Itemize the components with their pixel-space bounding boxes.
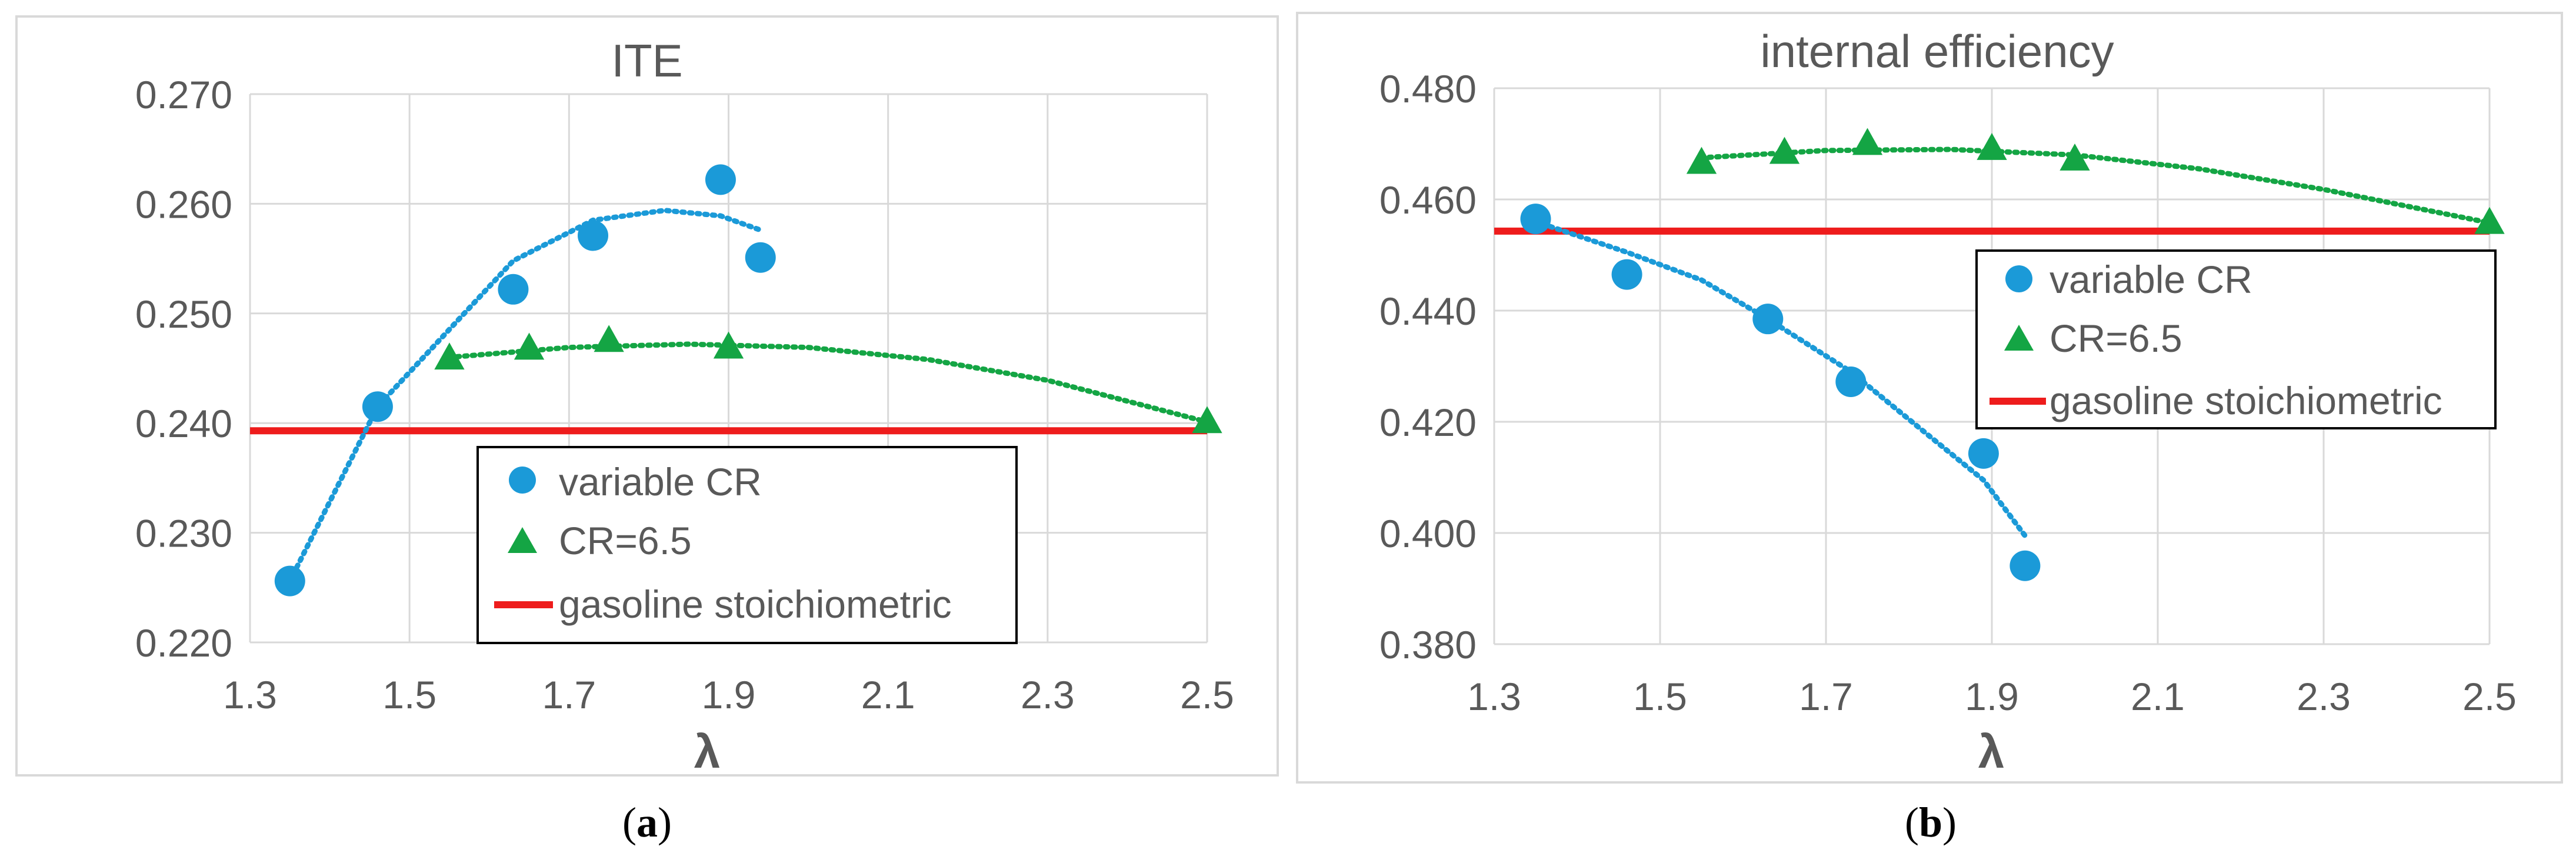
x-tick-label: 2.5 [2462, 675, 2517, 718]
x-axis-label-a: λ [694, 725, 721, 778]
legend-marker-cr65-a [508, 527, 537, 553]
legend-marker-variable-cr-b [2005, 265, 2032, 292]
data-point-variable-cr [1611, 259, 1642, 290]
caption-b: (b) [1905, 799, 1957, 846]
panel-b: internal efficiency 0.380 0.400 0.420 0.440… [1296, 12, 2563, 846]
legend-b: variable CR CR=6.5 gasoline stoichiometr… [1975, 249, 2497, 429]
legend-label-cr65-a: CR=6.5 [559, 519, 692, 562]
legend-marker-variable-cr-a [509, 467, 536, 494]
y-tick-labels-a: 0.220 0.230 0.240 0.250 0.260 0.270 [135, 73, 232, 665]
chart-border-a [15, 15, 1279, 777]
data-point-cr65 [1977, 133, 2007, 160]
legend-label-variable-cr-a: variable CR [559, 460, 762, 504]
caption-letter-a: a [636, 799, 658, 846]
data-point-variable-cr [578, 220, 609, 251]
y-tick-label: 0.230 [135, 512, 232, 555]
caption-a: (a) [622, 799, 672, 846]
legend-box-a [476, 446, 1018, 644]
x-tick-label: 1.9 [1965, 675, 2019, 718]
data-point-variable-cr [1520, 204, 1551, 235]
trendline-variable-cr [1533, 219, 2028, 539]
data-point-cr65 [434, 342, 465, 370]
y-tick-label: 0.400 [1379, 512, 1477, 555]
caption-close-b: ) [1942, 799, 1957, 846]
chart-title-b: internal efficiency [1760, 25, 2114, 77]
data-point-cr65 [2474, 206, 2505, 234]
x-tick-label: 1.3 [223, 673, 277, 717]
caption-open-a: ( [622, 799, 636, 846]
chart-marks-a [250, 164, 1222, 597]
y-tick-label: 0.260 [135, 182, 232, 226]
data-point-cr65 [1686, 146, 1717, 174]
legend-label-gasoline-b: gasoline stoichiometric [2050, 379, 2442, 422]
y-tick-label: 0.460 [1379, 178, 1477, 222]
y-tick-label: 0.380 [1379, 623, 1477, 667]
caption-close-a: ) [658, 799, 672, 846]
legend-a: variable CR CR=6.5 gasoline stoichiometr… [476, 446, 1018, 644]
data-point-variable-cr [498, 274, 529, 305]
legend-label-gasoline-a: gasoline stoichiometric [559, 582, 952, 626]
data-point-variable-cr [274, 565, 305, 597]
y-tick-label: 0.250 [135, 292, 232, 336]
x-tick-labels-b: 1.3 1.5 1.7 1.9 2.1 2.3 2.5 [1467, 675, 2517, 718]
data-point-cr65 [1852, 128, 1883, 155]
y-tick-label: 0.270 [135, 73, 232, 116]
chart-marks-b [1494, 128, 2505, 581]
x-tick-label: 1.7 [542, 673, 596, 717]
data-point-variable-cr [1752, 304, 1784, 335]
x-tick-label: 2.3 [1021, 673, 1075, 717]
legend-label-cr65-b: CR=6.5 [2050, 316, 2182, 360]
x-tick-label: 1.5 [1633, 675, 1687, 718]
x-tick-label: 1.3 [1467, 675, 1521, 718]
y-tick-labels-b: 0.380 0.400 0.420 0.440 0.460 0.480 [1379, 67, 1477, 667]
data-point-cr65 [1769, 136, 1800, 164]
y-tick-label: 0.240 [135, 402, 232, 445]
legend-box-b [1975, 249, 2497, 429]
x-tick-label: 1.7 [1799, 675, 1853, 718]
data-point-cr65 [713, 331, 744, 359]
caption-open-b: ( [1905, 799, 1919, 846]
caption-letter-b: b [1919, 799, 1942, 846]
data-point-variable-cr [1835, 366, 1867, 397]
x-tick-label: 1.9 [702, 673, 756, 717]
data-point-variable-cr [1968, 438, 1999, 469]
data-point-cr65 [514, 332, 545, 360]
x-tick-labels-a: 1.3 1.5 1.7 1.9 2.1 2.3 2.5 [223, 673, 1234, 717]
y-tick-label: 0.480 [1379, 67, 1477, 111]
data-point-variable-cr [362, 391, 393, 422]
x-axis-label-b: λ [1978, 725, 2005, 778]
legend-marker-cr65-b [2004, 325, 2034, 351]
data-point-variable-cr [705, 164, 736, 195]
data-point-variable-cr [745, 242, 776, 273]
y-tick-label: 0.220 [135, 621, 232, 665]
data-point-cr65 [1192, 406, 1222, 434]
trendline-cr65 [446, 341, 1210, 425]
x-tick-label: 1.5 [382, 673, 436, 717]
data-point-cr65 [594, 325, 624, 352]
x-tick-label: 2.3 [2297, 675, 2351, 718]
legend-label-variable-cr-b: variable CR [2050, 258, 2252, 301]
y-tick-label: 0.420 [1379, 401, 1477, 444]
x-tick-label: 2.1 [2131, 675, 2185, 718]
x-tick-label: 2.5 [1180, 673, 1234, 717]
x-tick-label: 2.1 [861, 673, 915, 717]
y-tick-label: 0.440 [1379, 289, 1477, 333]
data-point-variable-cr [2010, 550, 2041, 581]
chart-title-a: ITE [611, 35, 682, 86]
data-point-cr65 [2060, 143, 2090, 171]
